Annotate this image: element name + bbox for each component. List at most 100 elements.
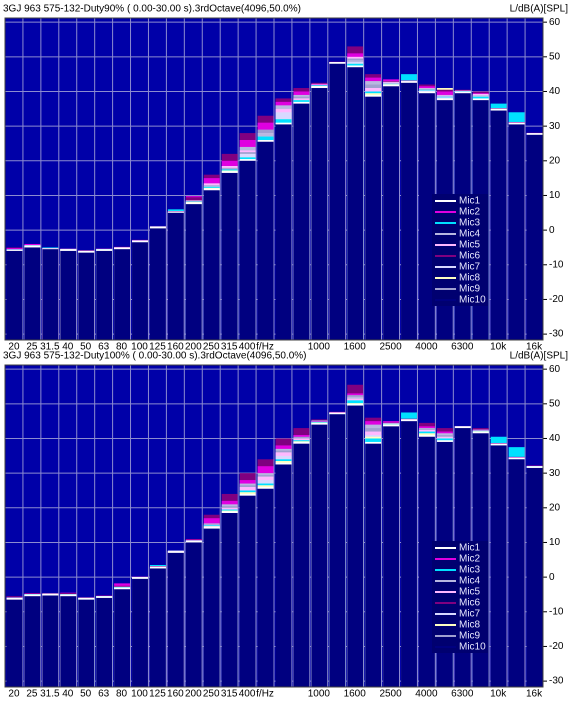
legend-label: Mic6: [459, 251, 481, 262]
y-tick-label: -10: [549, 606, 564, 617]
bar: [401, 82, 417, 341]
x-tick-label: 100: [131, 342, 148, 353]
x-tick-label: 20: [8, 689, 20, 700]
bar: [311, 88, 328, 340]
y-tick-label: 30: [549, 468, 561, 479]
x-tick-label: 16k: [526, 342, 543, 353]
y-tick-label: -10: [549, 259, 564, 270]
x-tick-label: 6300: [451, 689, 474, 700]
x-tick-label: 400: [239, 689, 256, 700]
x-tick-label: 31.5: [40, 342, 60, 353]
x-tick-label: 1000: [308, 342, 331, 353]
bar: [293, 103, 310, 340]
y-tick-label: 40: [549, 86, 561, 97]
y-tick-label: 30: [549, 121, 561, 132]
y-tick-label: -30: [549, 676, 564, 687]
x-tick-label: 125: [149, 342, 166, 353]
legend-label: Mic3: [459, 565, 481, 576]
bar: [329, 63, 346, 341]
y-tick-label: 0: [549, 572, 555, 583]
x-tick-label: 1600: [344, 689, 367, 700]
x-tick-label: 25: [26, 689, 38, 700]
bar: [132, 578, 148, 687]
bar: [24, 596, 41, 687]
bar: [383, 86, 400, 341]
bar: [96, 250, 113, 340]
bar: [60, 250, 77, 340]
bar: [149, 228, 166, 340]
bar: [114, 589, 131, 687]
x-tick-label: 10k: [490, 689, 507, 700]
bar: [365, 443, 382, 687]
legend: Mic1Mic2Mic3Mic4Mic5Mic6Mic7Mic8Mic9Mic1…: [432, 541, 488, 653]
y-tick-label: 50: [549, 51, 561, 62]
legend-label: Mic9: [459, 631, 481, 642]
plot-border: [4, 364, 544, 688]
bar: [418, 93, 435, 341]
bar: [293, 443, 310, 687]
x-tick-label: 63: [98, 342, 110, 353]
x-tick-label: 4000: [415, 689, 438, 700]
x-tick-label: 6300: [451, 342, 474, 353]
bar: [78, 252, 95, 340]
bar: [203, 528, 220, 687]
legend-label: Mic2: [459, 207, 481, 218]
y-tick-label: 50: [549, 398, 561, 409]
x-tick-label: 160: [167, 342, 184, 353]
bar: [221, 172, 238, 340]
bar: [418, 436, 435, 687]
x-tick-label: 250: [203, 689, 220, 700]
bar: [311, 424, 328, 687]
y-tick-label: 20: [549, 155, 561, 166]
x-tick-label: 80: [116, 342, 128, 353]
x-tick-label: 250: [203, 342, 220, 353]
legend-label: Mic3: [459, 218, 481, 229]
y-tick-label: 60: [549, 17, 561, 28]
bar: [24, 247, 41, 340]
x-tick-label: 315: [221, 342, 238, 353]
x-tick-label: 125: [149, 689, 166, 700]
bar: [508, 459, 525, 687]
legend-label: Mic5: [459, 240, 481, 251]
bar: [42, 249, 59, 340]
bar: [490, 110, 507, 340]
bar: [149, 568, 166, 687]
y-tick-label: 0: [549, 225, 555, 236]
x-tick-label: 315: [221, 689, 238, 700]
y-axis-label: L/dB(A)[SPL]: [510, 4, 569, 15]
bar: [42, 595, 59, 687]
x-tick-label: 1600: [344, 342, 367, 353]
y-tick-label: 60: [549, 364, 561, 375]
chart-title: 3GJ 963 575-132-Duty100% ( 0.00-30.00 s)…: [3, 351, 307, 362]
x-tick-label: 1000: [308, 689, 331, 700]
chart-title: 3GJ 963 575-132-Duty90% ( 0.00-30.00 s).…: [3, 4, 301, 15]
x-tick-label: 63: [98, 689, 110, 700]
bar: [132, 242, 148, 340]
y-tick-label: 10: [549, 537, 561, 548]
bar: [239, 160, 256, 340]
bar: [96, 597, 113, 687]
x-tick-label: 100: [131, 689, 148, 700]
bar: [167, 552, 184, 687]
legend-label: Mic1: [459, 543, 481, 554]
x-tick-label: 160: [167, 689, 184, 700]
bar: [78, 599, 95, 687]
bar: [185, 204, 202, 340]
y-tick-label: 20: [549, 502, 561, 513]
plot-border: [4, 17, 544, 341]
bar: [6, 599, 23, 687]
x-tick-label: 50: [80, 689, 92, 700]
bar: [508, 124, 525, 340]
bar: [114, 249, 131, 340]
y-tick-label: -20: [549, 641, 564, 652]
bar: [490, 445, 507, 687]
x-tick-label: 200: [185, 342, 202, 353]
bar: [257, 488, 274, 687]
legend-label: Mic7: [459, 609, 481, 620]
legend-label: Mic4: [459, 229, 481, 240]
x-tick-label: 25: [26, 342, 38, 353]
x-tick-label: 40: [62, 689, 74, 700]
bar: [329, 414, 346, 687]
legend-label: Mic10: [459, 295, 486, 306]
